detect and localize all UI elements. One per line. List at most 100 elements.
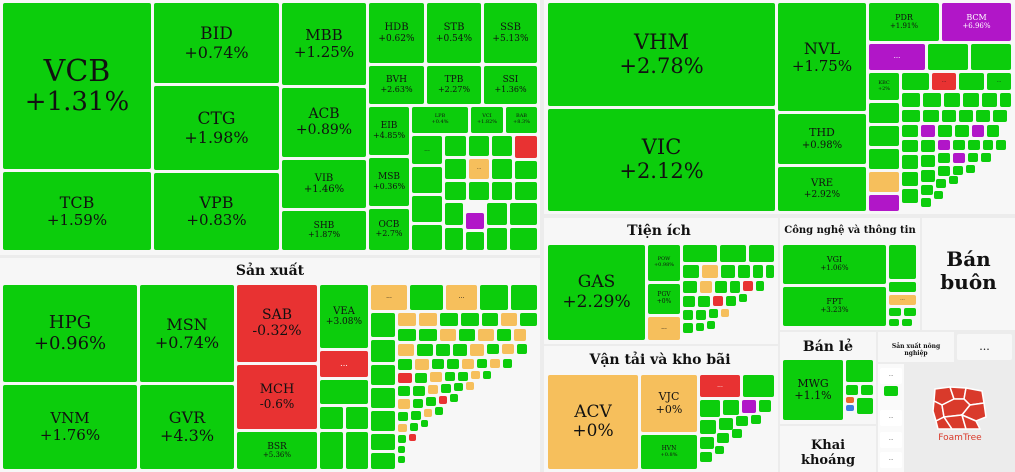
tile-EIB[interactable]: EIB +4.85% <box>369 107 409 155</box>
tile-more[interactable] <box>902 73 929 90</box>
tile-more[interactable]: ... <box>957 334 1012 360</box>
tile-more[interactable]: ... <box>446 285 477 310</box>
tile-VIC[interactable]: VIC +2.12% <box>548 109 775 211</box>
tile-POW[interactable]: POW +0.98% <box>648 245 680 281</box>
tile-more[interactable] <box>510 228 537 250</box>
tile-VGI[interactable]: VGI +1.06% <box>783 245 886 284</box>
tile-more[interactable] <box>510 203 537 225</box>
tile-more[interactable] <box>412 196 442 222</box>
tile-more[interactable] <box>889 245 916 279</box>
tile-more[interactable] <box>889 282 916 292</box>
tile-more[interactable] <box>412 167 442 193</box>
tile-more[interactable] <box>846 360 873 382</box>
tile-more[interactable] <box>445 136 466 156</box>
tile-more[interactable] <box>515 182 537 200</box>
tile-more[interactable]: ... <box>880 368 902 384</box>
tile-more[interactable]: ... <box>889 295 916 305</box>
tile-more[interactable] <box>928 44 968 70</box>
tile-more[interactable]: ... <box>880 452 902 468</box>
tile-more[interactable] <box>492 136 512 156</box>
tile-more[interactable]: ... <box>987 73 1011 90</box>
tile-BAB[interactable]: BAB +8.3% <box>506 107 537 133</box>
tile-more[interactable]: ... <box>880 410 902 426</box>
tile-more[interactable] <box>861 385 873 395</box>
tile-more[interactable] <box>492 159 512 179</box>
tile-SHB[interactable]: SHB +1.87% <box>282 211 366 250</box>
tile-more[interactable] <box>846 397 854 403</box>
tile-more[interactable]: ... <box>880 432 902 448</box>
tile-VRE[interactable]: VRE +2.92% <box>778 167 866 211</box>
foamtree-logo[interactable]: FoamTree <box>930 385 990 447</box>
tile-ACV[interactable]: ACV +0% <box>548 375 638 469</box>
tile-CTG[interactable]: CTG +1.98% <box>154 86 279 170</box>
tile-OCB[interactable]: OCB +2.7% <box>369 209 409 250</box>
tile-more[interactable] <box>511 285 537 310</box>
tile-BCM[interactable]: BCM +6.96% <box>942 3 1011 41</box>
tile-more[interactable] <box>902 319 912 326</box>
tile-more[interactable] <box>959 73 984 90</box>
tile-more[interactable] <box>857 398 873 414</box>
tile-more[interactable]: ... <box>412 136 442 164</box>
tile-more[interactable] <box>445 203 463 225</box>
tile-more[interactable]: ... <box>320 351 368 377</box>
tile-HVN[interactable]: HVN +0.8% <box>641 435 697 469</box>
tile-more[interactable] <box>346 407 368 429</box>
tile-more[interactable]: ... <box>469 159 489 179</box>
tile-VHM[interactable]: VHM +2.78% <box>548 3 775 106</box>
tile-more[interactable] <box>466 213 484 229</box>
tile-ACB[interactable]: ACB +0.89% <box>282 88 366 157</box>
tile-more[interactable] <box>487 228 507 250</box>
tile-more[interactable] <box>884 386 898 396</box>
tile-PGV[interactable]: PGV +0% <box>648 284 680 314</box>
tile-GVR[interactable]: GVR +4.3% <box>140 385 234 469</box>
tile-MSN[interactable]: MSN +0.74% <box>140 285 234 382</box>
tile-VNM[interactable]: VNM +1.76% <box>3 385 137 469</box>
tile-MSB[interactable]: MSB +0.36% <box>369 158 409 206</box>
tile-more[interactable] <box>480 285 508 310</box>
tile-more[interactable] <box>445 159 466 179</box>
tile-more[interactable] <box>445 228 463 250</box>
tile-more[interactable]: ... <box>869 44 925 70</box>
tile-more[interactable] <box>412 225 442 250</box>
tile-MBB[interactable]: MBB +1.25% <box>282 3 366 85</box>
tile-VCI[interactable]: VCI +1.82% <box>471 107 503 133</box>
tile-VIB[interactable]: VIB +1.46% <box>282 160 366 208</box>
tile-THD[interactable]: THD +0.98% <box>778 114 866 164</box>
tile-more[interactable] <box>515 161 537 179</box>
tile-more[interactable] <box>466 232 484 250</box>
tile-VPB[interactable]: VPB +0.83% <box>154 173 279 250</box>
tile-VEA[interactable]: VEA +3.08% <box>320 285 368 348</box>
tile-more[interactable] <box>889 308 901 316</box>
tile-more[interactable] <box>846 385 858 395</box>
tile-PDR[interactable]: PDR +1.91% <box>869 3 939 41</box>
tile-more[interactable] <box>320 432 343 469</box>
tile-more[interactable] <box>469 136 489 156</box>
tile-more[interactable]: ... <box>648 317 680 340</box>
tile-SSI[interactable]: SSI +1.36% <box>484 66 537 104</box>
tile-more[interactable]: ... <box>932 73 956 90</box>
tile-SAB[interactable]: SAB -0.32% <box>237 285 317 362</box>
tile-HPG[interactable]: HPG +0.96% <box>3 285 137 382</box>
tile-SSB[interactable]: SSB +5.13% <box>484 3 537 63</box>
tile-KBC[interactable]: KBC +2% <box>869 73 899 100</box>
tile-more[interactable] <box>469 182 489 200</box>
tile-more[interactable] <box>410 285 443 310</box>
tile-BID[interactable]: BID +0.74% <box>154 3 279 83</box>
tile-more[interactable]: ... <box>700 375 740 397</box>
tile-more[interactable] <box>889 319 899 326</box>
tile-more[interactable] <box>346 432 368 469</box>
tile-MWG[interactable]: MWG +1.1% <box>783 360 843 420</box>
tile-TPB[interactable]: TPB +2.27% <box>427 66 481 104</box>
tile-VJC[interactable]: VJC +0% <box>641 375 697 432</box>
tile-LPB[interactable]: LPB +0.4% <box>412 107 468 133</box>
tile-more[interactable] <box>320 380 368 404</box>
tile-more[interactable] <box>515 136 537 158</box>
tile-more[interactable] <box>904 308 916 316</box>
tile-more[interactable] <box>487 203 507 225</box>
tile-MCH[interactable]: MCH -0.6% <box>237 365 317 429</box>
tile-BVH[interactable]: BVH +2.63% <box>369 66 424 104</box>
tile-more[interactable] <box>846 405 854 411</box>
tile-BSR[interactable]: BSR +5.36% <box>237 432 317 469</box>
tile-HDB[interactable]: HDB +0.62% <box>369 3 424 63</box>
tile-GAS[interactable]: GAS +2.29% <box>548 245 645 340</box>
